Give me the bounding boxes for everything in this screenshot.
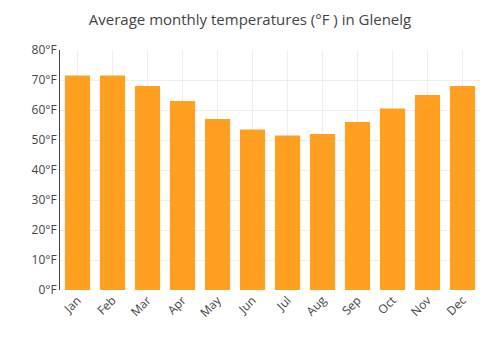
svg-text:Mar: Mar	[127, 292, 155, 320]
svg-text:Average monthly temperatures (: Average monthly temperatures (°F ) in Gl…	[89, 9, 411, 29]
svg-text:Aug: Aug	[302, 292, 330, 320]
svg-text:40°F: 40°F	[32, 161, 57, 178]
svg-text:70°F: 70°F	[32, 71, 57, 88]
svg-text:Oct: Oct	[374, 292, 400, 318]
svg-text:10°F: 10°F	[32, 251, 57, 268]
svg-text:Jul: Jul	[272, 292, 294, 314]
svg-text:Dec: Dec	[443, 292, 470, 319]
svg-text:Sep: Sep	[338, 292, 365, 319]
svg-text:50°F: 50°F	[32, 131, 57, 148]
svg-text:20°F: 20°F	[32, 221, 57, 238]
svg-text:30°F: 30°F	[32, 191, 57, 208]
svg-text:Jan: Jan	[60, 292, 85, 317]
svg-text:60°F: 60°F	[32, 101, 57, 118]
svg-text:May: May	[196, 291, 225, 320]
svg-text:Nov: Nov	[407, 292, 435, 320]
svg-text:Apr: Apr	[164, 292, 190, 318]
svg-text:0°F: 0°F	[38, 281, 56, 298]
svg-text:Jun: Jun	[234, 292, 259, 317]
svg-text:Feb: Feb	[93, 292, 119, 318]
svg-text:80°F: 80°F	[32, 41, 57, 58]
